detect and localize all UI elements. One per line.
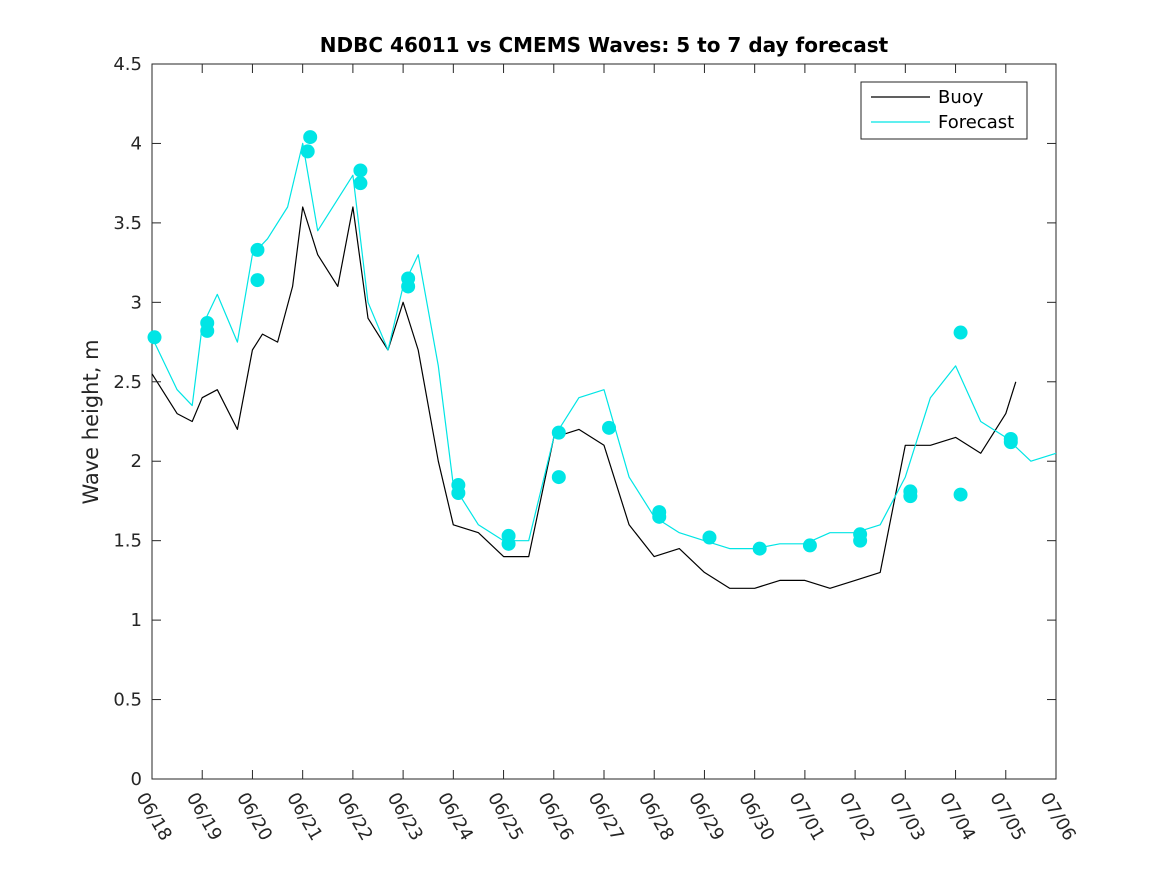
forecast-marker: [250, 242, 265, 257]
forecast-marker: [300, 144, 315, 159]
forecast-marker: [200, 315, 215, 330]
plot-area: [147, 63, 1057, 780]
y-axis: 0 0.5 1 1.5 2 2.5 3 3.5 4 4.5: [113, 54, 1056, 790]
forecast-marker: [551, 425, 566, 440]
legend-box: [860, 81, 1028, 140]
forecast-marker: [903, 484, 918, 499]
y-tick-label: 3: [131, 292, 142, 313]
forecast-marker: [353, 163, 368, 178]
forecast-marker: [752, 541, 767, 556]
y-tick-label: 2.5: [113, 372, 142, 393]
forecast-marker: [602, 420, 617, 435]
y-tick-label: 1.5: [113, 531, 142, 552]
legend-buoy-label: Buoy: [938, 87, 984, 108]
y-tick-label: 4.5: [113, 54, 142, 75]
forecast-marker: [147, 330, 162, 345]
forecast-marker: [551, 470, 566, 485]
forecast-marker: [303, 130, 318, 145]
forecast-marker: [702, 530, 717, 545]
forecast-marker: [451, 478, 466, 493]
y-tick-label: 0: [131, 769, 142, 790]
y-axis-label: Wave height, m: [79, 339, 103, 504]
forecast-marker: [353, 176, 368, 191]
legend: Buoy Forecast: [860, 81, 1028, 140]
series-forecast-line: [151, 142, 1057, 550]
legend-forecast-label: Forecast: [938, 112, 1014, 133]
forecast-marker: [250, 273, 265, 288]
y-tick-label: 2: [131, 451, 142, 472]
forecast-marker: [953, 487, 968, 502]
y-tick-label: 4: [131, 133, 142, 154]
chart-title: NDBC 46011 vs CMEMS Waves: 5 to 7 day fo…: [320, 33, 889, 57]
forecast-marker: [853, 527, 868, 542]
forecast-marker: [802, 538, 817, 553]
forecast-marker: [953, 325, 968, 340]
y-tick-label: 3.5: [113, 213, 142, 234]
axes-box: [151, 63, 1057, 780]
y-tick-label: 1: [131, 610, 142, 631]
forecast-marker: [501, 528, 516, 543]
series-buoy-line: [151, 206, 1017, 589]
y-tick-label: 0.5: [113, 690, 142, 711]
forecast-marker: [1003, 431, 1018, 446]
forecast-marker: [401, 271, 416, 286]
forecast-marker: [652, 505, 667, 520]
